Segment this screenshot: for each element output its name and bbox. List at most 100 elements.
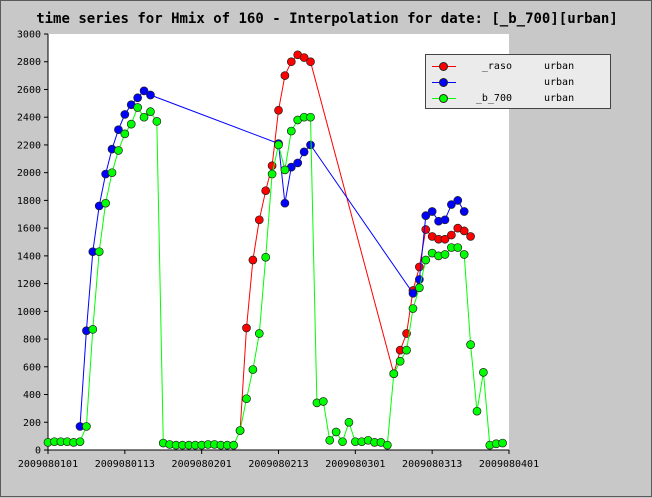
data-point (293, 158, 303, 168)
data-point (299, 147, 309, 157)
data-point (402, 345, 411, 355)
data-point (472, 406, 482, 416)
data-point (440, 250, 450, 259)
data-point (261, 186, 271, 196)
legend-series-name: _b_700 (475, 93, 512, 104)
data-point (440, 234, 450, 244)
data-point (126, 119, 136, 129)
data-point (466, 340, 475, 349)
series-2 (75, 86, 469, 431)
data-point (280, 165, 290, 175)
data-point (280, 71, 290, 80)
data-point (286, 57, 296, 67)
data-point (267, 169, 277, 179)
data-point (389, 369, 399, 379)
data-point (254, 329, 264, 338)
x-tick-label: 2009080401 (479, 459, 539, 470)
data-point (453, 196, 463, 205)
legend-series-region: urban (544, 77, 575, 88)
data-point (139, 112, 149, 122)
data-point (120, 110, 130, 119)
y-tick-label: 800 (23, 335, 41, 346)
legend-entry: _b_700 urban (426, 91, 610, 107)
legend-entry: urban (426, 75, 610, 91)
data-point (318, 397, 328, 406)
series-3 (43, 103, 507, 450)
data-point (152, 117, 162, 126)
series-layer (43, 50, 507, 450)
data-point (114, 125, 123, 135)
y-tick-label: 2600 (17, 85, 41, 96)
data-point (133, 103, 142, 112)
legend-marker (439, 78, 448, 87)
y-tick-label: 2200 (17, 140, 41, 151)
data-point (466, 232, 475, 241)
data-point (235, 426, 245, 435)
data-point (382, 440, 392, 450)
y-tick-label: 1400 (17, 251, 41, 262)
x-tick-label: 2009080201 (172, 459, 232, 470)
data-point (248, 365, 258, 374)
axes: 0 200 400 600 800 1000 1200 1400 1600 1800 2000 220… (17, 30, 539, 471)
x-tick-label: 2009080313 (402, 459, 462, 470)
y-tick-label: 200 (23, 418, 41, 429)
data-point (107, 168, 117, 178)
data-point (280, 198, 290, 208)
data-point (229, 440, 239, 450)
data-point (331, 427, 341, 437)
data-point (82, 422, 91, 431)
data-point (453, 243, 463, 252)
y-tick-label: 0 (35, 446, 41, 457)
legend-marker (439, 62, 448, 71)
y-tick-label: 1600 (17, 224, 41, 235)
data-point (440, 215, 450, 225)
y-tick-label: 2000 (17, 168, 41, 179)
data-point (447, 230, 456, 240)
data-point (415, 262, 424, 272)
data-point (88, 325, 98, 334)
data-point (427, 207, 437, 216)
legend-marker (439, 94, 448, 103)
y-tick-label: 1200 (17, 279, 41, 290)
data-point (447, 200, 456, 209)
data-point (261, 252, 271, 262)
data-point (306, 112, 315, 122)
data-point (479, 367, 488, 377)
data-point (299, 53, 309, 62)
data-point (286, 126, 296, 136)
legend-series-region: urban (544, 93, 575, 104)
x-tick-label: 2009080101 (18, 459, 78, 470)
legend: _raso urban urban _b_700 urban (425, 54, 611, 109)
data-point (306, 57, 315, 67)
y-tick-label: 600 (23, 362, 41, 373)
data-point (274, 140, 283, 150)
data-point (408, 288, 418, 298)
data-point (133, 93, 142, 103)
data-point (114, 146, 123, 155)
data-point (325, 435, 335, 445)
data-point (75, 437, 85, 447)
data-point (344, 417, 354, 427)
y-tick-label: 3000 (17, 30, 41, 41)
legend-series-name: _raso (481, 61, 512, 72)
data-point (242, 394, 251, 404)
y-tick-label: 2800 (17, 57, 41, 68)
data-point (146, 107, 155, 117)
legend-series-region: urban (544, 61, 575, 72)
data-point (498, 438, 507, 448)
data-point (242, 323, 251, 333)
data-point (408, 304, 418, 313)
data-point (94, 247, 104, 257)
y-tick-label: 2400 (17, 113, 41, 124)
data-point (338, 437, 347, 447)
x-tick-label: 2009080113 (95, 459, 155, 470)
data-point (459, 226, 469, 236)
data-point (120, 129, 130, 139)
y-tick-label: 1000 (17, 307, 41, 318)
data-point (254, 215, 264, 225)
data-point (248, 255, 258, 265)
data-point (421, 225, 431, 234)
data-point (306, 140, 315, 150)
data-point (421, 255, 431, 265)
